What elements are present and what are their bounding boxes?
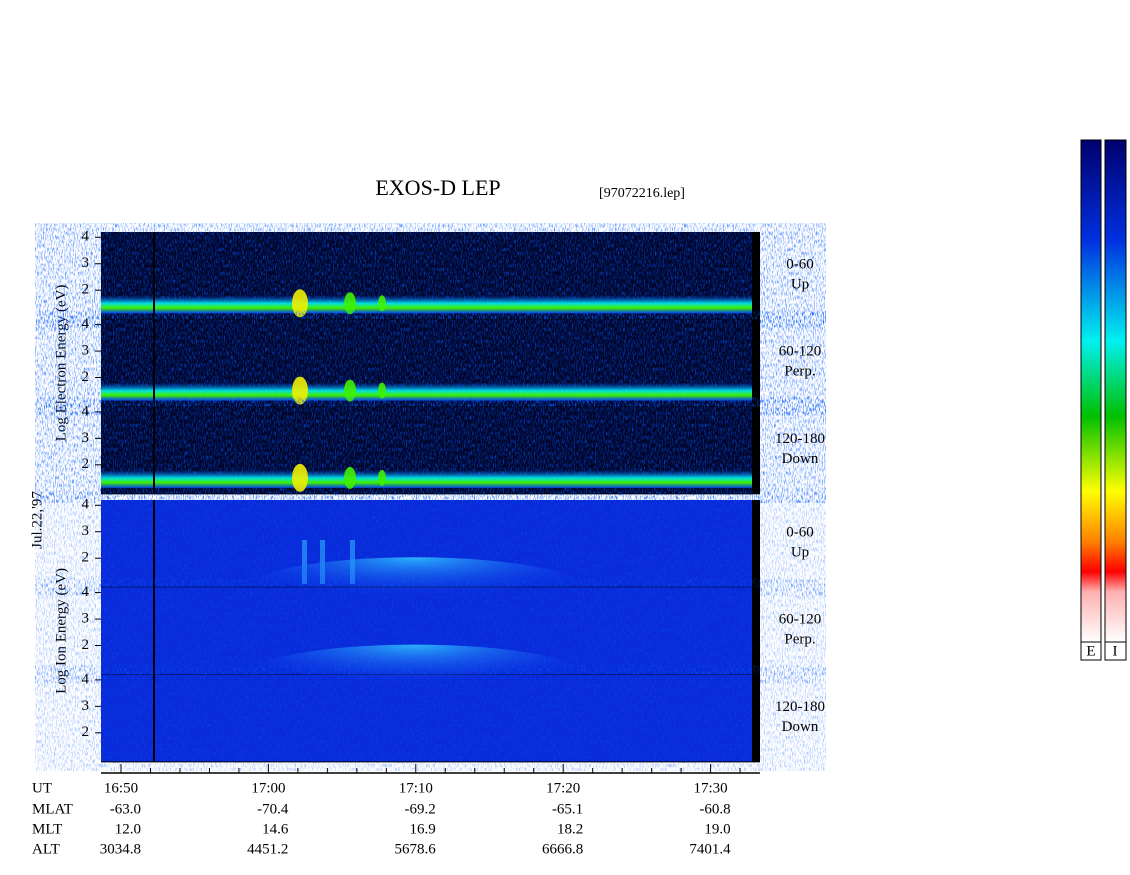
flux-burst	[344, 379, 356, 402]
panel-edge	[752, 587, 760, 675]
y-tick-label: 3	[82, 610, 90, 626]
x-row-value: 3034.8	[100, 841, 141, 857]
x-row-value: 5678.6	[395, 841, 437, 857]
row-label: MLT	[32, 821, 62, 837]
panel-label: 60-120	[779, 344, 822, 360]
row-label: MLAT	[32, 801, 73, 817]
flux-band	[101, 295, 752, 314]
y-tick-label: 4	[82, 316, 90, 332]
flux-burst	[292, 376, 308, 405]
x-tick-label: 17:20	[546, 780, 580, 796]
colorbar	[1080, 139, 1102, 643]
y-tick-label: 2	[82, 456, 90, 472]
flux-streak	[320, 540, 325, 584]
flux-arc	[245, 557, 585, 622]
y-tick-label: 4	[82, 403, 90, 419]
x-row-value: 18.2	[557, 821, 583, 837]
flux-burst	[378, 295, 386, 312]
y-tick-label: 4	[82, 497, 90, 513]
date-label: Jul.22,'97	[29, 491, 45, 549]
panel-edge	[752, 406, 760, 494]
panel-sublabel: Down	[782, 719, 819, 735]
panel-edge	[752, 674, 760, 762]
flux-burst	[292, 289, 308, 318]
x-tick-label: 17:10	[399, 780, 433, 796]
x-row-value: 4451.2	[247, 841, 288, 857]
y-tick-label: 3	[82, 430, 90, 446]
panel-label: 0-60	[786, 256, 814, 272]
flux-burst	[344, 292, 356, 315]
x-row-value: -60.8	[699, 801, 730, 817]
panel-sublabel: Up	[791, 276, 809, 292]
x-row-value: 19.0	[704, 821, 730, 837]
colorbar-label: I	[1113, 643, 1118, 659]
colorbar-label-box	[1104, 641, 1127, 661]
x-row-value: -63.0	[110, 801, 141, 817]
x-row-value: 12.0	[115, 821, 141, 837]
flux-burst	[344, 466, 356, 489]
row-label: UT	[32, 780, 52, 796]
row-label: ALT	[32, 841, 60, 857]
panel-edge	[752, 500, 760, 588]
colorbar-label: E	[1086, 643, 1095, 659]
y-tick-label: 4	[82, 671, 90, 687]
panel-sublabel: Perp.	[784, 364, 815, 380]
y-axis-label: Log Ion Energy (eV)	[53, 568, 69, 694]
x-row-value: -65.1	[552, 801, 583, 817]
y-tick-label: 3	[82, 698, 90, 714]
y-tick-label: 2	[82, 282, 90, 298]
x-row-value: 14.6	[262, 821, 289, 837]
flux-band	[101, 382, 752, 401]
flux-burst	[378, 469, 386, 486]
y-tick-label: 4	[82, 229, 90, 245]
y-tick-label: 4	[82, 584, 90, 600]
x-row-value: 16.9	[410, 821, 436, 837]
x-row-value: 7401.4	[689, 841, 731, 857]
file-name: [97072216.lep]	[599, 186, 685, 201]
x-row-value: -70.4	[257, 801, 289, 817]
flux-burst	[292, 463, 308, 492]
panel-edge	[752, 319, 760, 407]
flux-streak	[302, 540, 307, 584]
panel-label: 120-180	[775, 699, 825, 715]
panel-label: 60-120	[779, 612, 822, 628]
y-tick-label: 3	[82, 342, 90, 358]
colorbar	[1104, 139, 1127, 643]
y-tick-label: 3	[82, 255, 90, 271]
panel-label: 0-60	[786, 524, 814, 540]
y-tick-label: 2	[82, 550, 90, 566]
flux-band	[101, 469, 752, 488]
colorbar-label-box	[1080, 641, 1102, 661]
y-axis-label: Log Electron Energy (eV)	[53, 285, 69, 442]
y-tick-label: 2	[82, 637, 90, 653]
y-tick-label: 3	[82, 523, 90, 539]
panel-label: 120-180	[775, 431, 825, 447]
panel-sublabel: Down	[782, 451, 819, 467]
panel-sublabel: Perp.	[784, 632, 815, 648]
chart-title: EXOS-D LEP	[375, 175, 500, 200]
x-tick-label: 16:50	[104, 780, 138, 796]
flux-arc	[245, 644, 585, 709]
x-tick-label: 17:30	[694, 780, 728, 796]
x-tick-label: 17:00	[251, 780, 285, 796]
x-row-value: 6666.8	[542, 841, 583, 857]
y-tick-label: 2	[82, 724, 90, 740]
panel-edge	[752, 232, 760, 320]
panel-sublabel: Up	[791, 544, 809, 560]
x-row-value: -69.2	[405, 801, 436, 817]
flux-burst	[378, 382, 386, 399]
y-tick-label: 2	[82, 369, 90, 385]
